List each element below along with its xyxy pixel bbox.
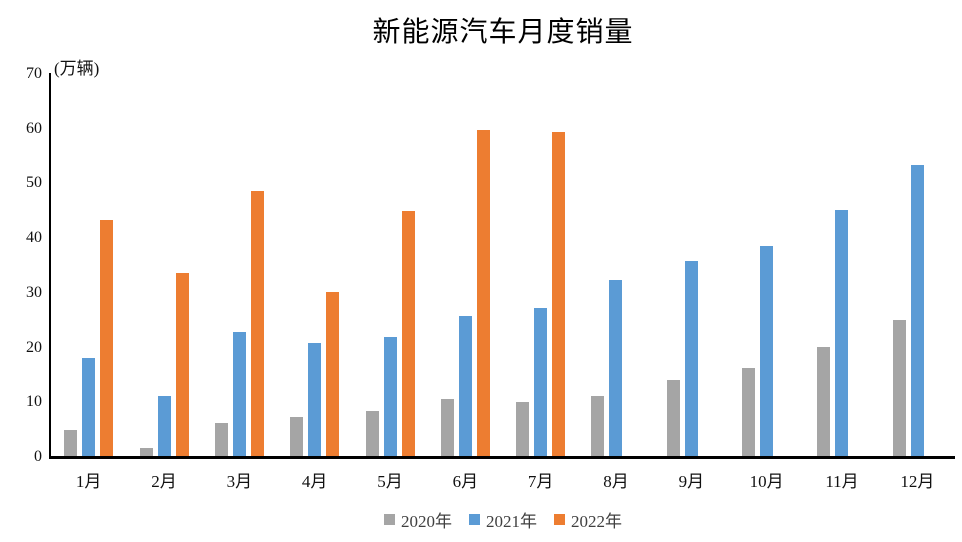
bar-2021年-7月 bbox=[534, 308, 547, 456]
bar-2020年-7月 bbox=[516, 402, 529, 456]
bar-2021年-9月 bbox=[685, 261, 698, 456]
y-tick-label-10: 10 bbox=[26, 393, 42, 411]
x-tick-label-6月: 6月 bbox=[452, 472, 479, 491]
bar-2021年-3月 bbox=[233, 332, 246, 456]
legend: 2020年 2021年 2022年 bbox=[51, 507, 955, 532]
x-tick-label-1月: 1月 bbox=[75, 472, 102, 491]
bar-2020年-3月 bbox=[215, 423, 228, 456]
x-tick-label-10月: 10月 bbox=[749, 472, 784, 491]
y-tick-label-50: 50 bbox=[26, 174, 42, 192]
bar-2021年-12月 bbox=[911, 165, 924, 456]
legend-swatch-icon bbox=[554, 514, 565, 525]
y-tick-label-40: 40 bbox=[26, 229, 42, 247]
y-tick-label-70: 70 bbox=[26, 65, 42, 82]
legend-swatch-icon bbox=[384, 514, 395, 525]
x-axis-line bbox=[49, 456, 955, 459]
x-tick-label-8月: 8月 bbox=[603, 472, 629, 491]
legend-item-2020年: 2020年 bbox=[384, 507, 452, 532]
bar-2020年-6月 bbox=[441, 399, 454, 456]
bar-2020年-5月 bbox=[366, 411, 379, 456]
bar-2020年-8月 bbox=[591, 396, 604, 456]
bar-2020年-9月 bbox=[667, 380, 680, 456]
bar-2020年-11月 bbox=[817, 347, 830, 456]
bar-2020年-12月 bbox=[893, 320, 906, 456]
bar-2021年-11月 bbox=[835, 210, 848, 456]
legend-label: 2021年 bbox=[486, 512, 537, 531]
bar-2020年-2月 bbox=[140, 448, 153, 456]
x-tick-label-9月: 9月 bbox=[678, 472, 705, 491]
y-tick-label-20: 20 bbox=[26, 338, 42, 356]
bar-2022年-5月 bbox=[402, 211, 415, 456]
x-tick-label-5月: 5月 bbox=[377, 472, 403, 491]
legend-item-2022年: 2022年 bbox=[554, 507, 622, 532]
bar-2022年-3月 bbox=[251, 191, 264, 456]
y-tick-label-30: 30 bbox=[26, 283, 42, 301]
legend-swatch-icon bbox=[469, 514, 480, 525]
x-tick-label-12月: 12月 bbox=[900, 472, 935, 491]
bar-2021年-1月 bbox=[82, 358, 95, 456]
bar-2021年-5月 bbox=[384, 337, 397, 456]
bar-2021年-2月 bbox=[158, 396, 171, 456]
x-tick-label-11月: 11月 bbox=[825, 472, 859, 491]
x-tick-label-3月: 3月 bbox=[226, 472, 253, 491]
bar-2022年-7月 bbox=[552, 132, 565, 456]
bar-2022年-4月 bbox=[326, 292, 339, 456]
x-tick-label-4月: 4月 bbox=[301, 472, 328, 491]
bar-2020年-10月 bbox=[742, 368, 755, 456]
legend-label: 2022年 bbox=[571, 512, 622, 531]
bar-2020年-1月 bbox=[64, 430, 77, 456]
y-tick-label-0: 0 bbox=[34, 448, 42, 465]
bar-2020年-4月 bbox=[290, 417, 303, 456]
x-tick-label-7月: 7月 bbox=[527, 472, 554, 491]
legend-item-2021年: 2021年 bbox=[469, 507, 537, 532]
bar-2021年-8月 bbox=[609, 280, 622, 456]
y-axis-unit-label: (万辆) bbox=[54, 59, 100, 78]
bar-2021年-4月 bbox=[308, 343, 321, 456]
y-tick-label-60: 60 bbox=[26, 119, 42, 137]
bar-2022年-1月 bbox=[100, 220, 113, 456]
y-axis-line bbox=[49, 73, 51, 459]
chart-title: 新能源汽车月度销量 bbox=[372, 17, 634, 48]
bar-2022年-6月 bbox=[477, 130, 490, 456]
bar-2022年-2月 bbox=[176, 273, 189, 456]
bar-2021年-10月 bbox=[760, 246, 773, 456]
legend-label: 2020年 bbox=[401, 512, 452, 531]
bar-2021年-6月 bbox=[459, 316, 472, 456]
x-tick-label-2月: 2月 bbox=[151, 472, 177, 491]
